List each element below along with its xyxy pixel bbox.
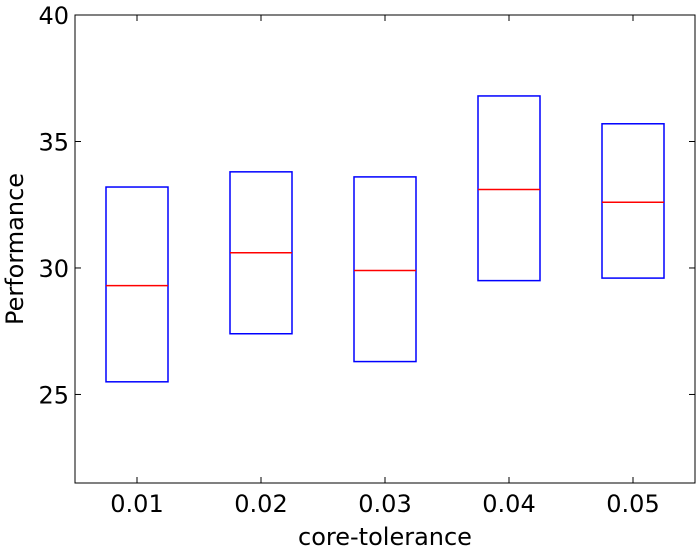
box-body-0.03 [353,176,417,363]
box-0.05 [601,123,665,279]
x-tick-label-0.01: 0.01 [110,490,163,518]
x-tick-label-0.03: 0.03 [358,490,411,518]
box-body-0.01 [105,186,169,383]
x-tick-label-0.05: 0.05 [606,490,659,518]
box-body-0.05 [601,123,665,279]
box-0.04 [477,95,541,282]
box-0.02 [229,171,293,335]
box-body-0.04 [477,95,541,282]
plot-frame [74,14,696,484]
y-axis-label: Performance [1,173,29,325]
x-tick-label-0.04: 0.04 [482,490,535,518]
box-0.01 [105,186,169,383]
y-tick-label-35: 35 [38,128,69,156]
y-tick-label-30: 30 [38,255,69,283]
y-tick-label-25: 25 [38,381,69,409]
x-tick-label-0.02: 0.02 [234,490,287,518]
boxes-layer [105,95,665,383]
box-0.03 [353,176,417,363]
y-tick-label-40: 40 [38,2,69,30]
x-axis-label: core-tolerance [298,523,472,551]
ticks-layer: 0.01 0.02 0.03 0.04 0.05 25 30 35 40 [38,2,695,518]
